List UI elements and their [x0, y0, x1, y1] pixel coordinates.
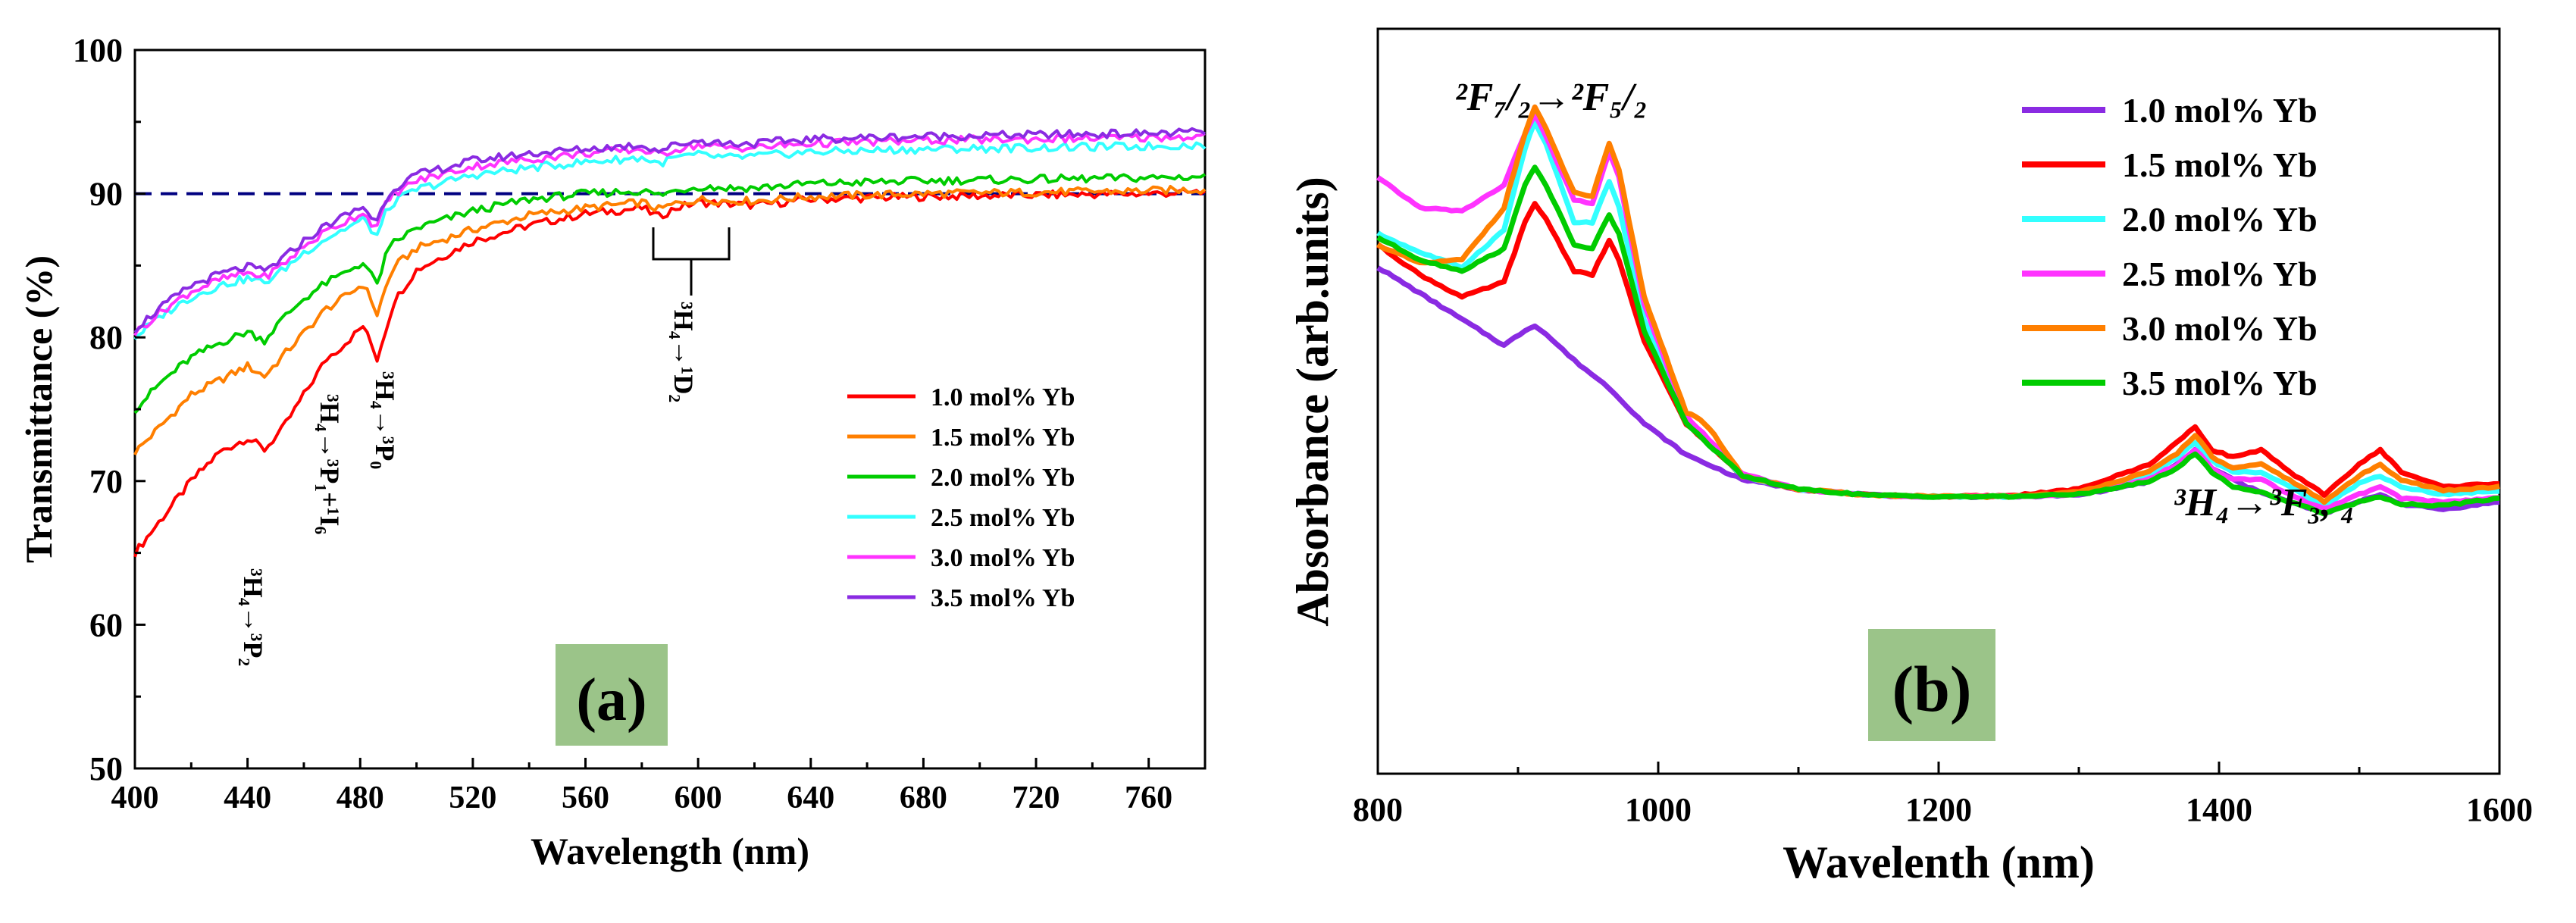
- panel-b-legend-label: 1.5 mol% Yb: [2122, 145, 2318, 184]
- panel-a-legend-label: 2.5 mol% Yb: [931, 504, 1075, 532]
- panel-a-x-tick-label: 600: [675, 781, 722, 815]
- panel-a-y-tick-label: 80: [89, 319, 123, 356]
- panel-a-x-tick-label: 440: [224, 781, 271, 815]
- panel-b-legend: 1.0 mol% Yb 1.5 mol% Yb 2.0 mol% Yb 2.5 mol…: [2022, 91, 2318, 402]
- annotation-h4-f34: ³H₄→³F₃, ₄: [2174, 481, 2355, 524]
- panel-a: 400 440 480 520 560 600 640 680 720 760 50 60 70 80 9…: [17, 32, 1207, 872]
- panel-a-series-group: [133, 127, 1207, 558]
- panel-a-series-line-1: [133, 187, 1207, 558]
- panel-a-x-tick-label: 760: [1125, 781, 1172, 815]
- panel-b-x-axis-label: Wavelenth (nm): [1783, 837, 2095, 887]
- panel-a-y-tick-label: 60: [89, 606, 123, 643]
- panel-a-series-line-3: [133, 173, 1207, 415]
- panel-b: 800 1000 1200 1400 1600 Wavelenth (nm) Absor…: [1288, 27, 2533, 887]
- panel-b-legend-label: 2.5 mol% Yb: [2122, 255, 2318, 293]
- panel-a-series-line-2: [133, 185, 1207, 456]
- panel-b-x-tick-label: 1400: [2186, 791, 2252, 828]
- panel-b-legend-label: 3.5 mol% Yb: [2122, 364, 2318, 402]
- panel-a-y-tick-label: 70: [89, 463, 123, 500]
- panel-a-legend-label: 1.5 mol% Yb: [931, 424, 1075, 452]
- panel-b-series-group: [1376, 104, 2500, 517]
- panel-a-legend-label: 1.0 mol% Yb: [931, 383, 1075, 411]
- panel-a-x-tick-label: 480: [336, 781, 384, 815]
- panel-a-x-tick-label: 720: [1013, 781, 1060, 815]
- annotation-h4-p0: ³H₄→³P₀: [370, 371, 400, 469]
- panel-a-legend-label: 2.0 mol% Yb: [931, 464, 1075, 492]
- panel-b-label: (b): [1892, 652, 1971, 725]
- panel-a-y-tick-label: 90: [89, 176, 123, 213]
- panel-a-x-tick-label: 400: [111, 781, 159, 815]
- panel-b-legend-label: 2.0 mol% Yb: [2122, 200, 2318, 239]
- panel-a-y-tick-label: 50: [89, 750, 123, 787]
- panel-a-x-tick-label: 520: [449, 781, 496, 815]
- panel-a-y-axis-label: Transmittance (%): [17, 255, 60, 563]
- panel-a-series-line-5: [133, 132, 1206, 336]
- panel-b-y-axis-label: Absorbance (arb.units): [1288, 177, 1338, 626]
- panel-a-y-ticks: 50 60 70 80 90 100: [73, 32, 146, 787]
- panel-a-series-line-6: [133, 127, 1207, 333]
- annotation-h4-d2: ³H₄→¹D₂: [668, 302, 699, 402]
- panel-a-plot-frame: [133, 48, 1207, 770]
- panel-a-legend-label: 3.5 mol% Yb: [931, 584, 1075, 612]
- panel-b-legend-label: 3.0 mol% Yb: [2122, 309, 2318, 348]
- panel-a-legend: 1.0 mol% Yb 1.5 mol% Yb 2.0 mol% Yb 2.5 mol…: [847, 383, 1075, 612]
- annotation-h4-p2: ³H₄→³P₂: [238, 568, 268, 666]
- panel-a-series-line-4: [133, 141, 1207, 340]
- panel-b-x-tick-label: 800: [1353, 791, 1403, 828]
- panel-b-x-tick-label: 1600: [2466, 791, 2533, 828]
- panel-b-series-line-6: [1376, 164, 2500, 517]
- annotation-f72-f52: ²F₇/₂→²F₅/₂: [1455, 76, 1648, 119]
- panel-a-label: (a): [576, 667, 646, 734]
- annotation-bracket: [652, 227, 731, 296]
- panel-a-x-tick-label: 640: [787, 781, 834, 815]
- panel-b-label-box: [1868, 629, 1995, 741]
- panel-a-legend-label: 3.0 mol% Yb: [931, 544, 1075, 572]
- panel-b-x-ticks: 800 1000 1200 1400 1600: [1353, 762, 2533, 828]
- panel-a-x-tick-label: 680: [900, 781, 947, 815]
- panel-b-legend-label: 1.0 mol% Yb: [2122, 91, 2318, 130]
- panel-a-label-box: [556, 644, 668, 746]
- panel-a-x-ticks: 400 440 480 520 560 600 640 680 720 760: [111, 758, 1172, 815]
- annotation-h4-p1-i6: ³H₄→³P₁+¹I₆: [315, 394, 345, 534]
- panel-b-x-tick-label: 1000: [1625, 791, 1692, 828]
- panel-a-x-tick-label: 560: [562, 781, 609, 815]
- panel-b-x-tick-label: 1200: [1905, 791, 1972, 828]
- panel-a-y-tick-label: 100: [73, 32, 123, 69]
- panel-a-x-axis-label: Wavelength (nm): [531, 830, 809, 872]
